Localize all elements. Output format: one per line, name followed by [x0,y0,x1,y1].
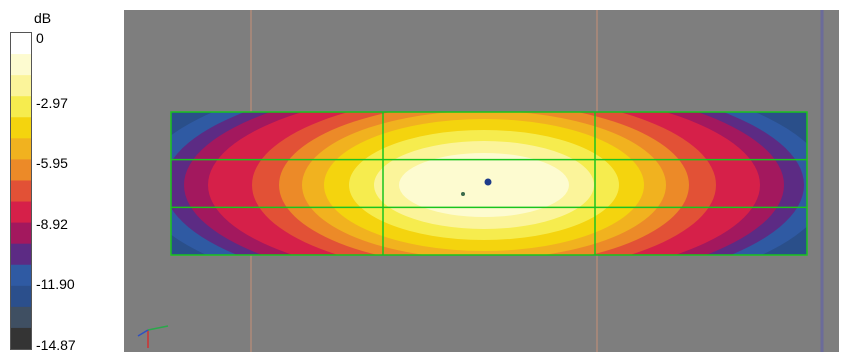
colorbar-tick-2: -5.95 [36,155,68,171]
colorbar-tick-1: -2.97 [36,95,68,111]
colorbar-scale [10,32,32,350]
colorbar-tick-0: 0 [36,30,44,46]
colorbar-tick-5: -14.87 [36,337,76,353]
contour-field [171,112,807,255]
colorbar-swatch [11,33,31,55]
colorbar-swatch [11,264,31,287]
colorbar-unit-label: dB [34,10,52,26]
contour-band [399,153,569,217]
contour-bands [171,112,807,255]
colorbar-legend: dB 0 -2.97 -5.95 -8.92 -11.90 -14.87 [0,0,112,356]
colorbar-swatch [11,180,31,203]
colorbar-swatch [11,138,31,160]
colorbar-swatches [11,33,31,349]
colorbar-swatch [11,285,31,308]
colorbar-swatch [11,159,31,182]
colorbar-swatch [11,243,31,266]
colorbar-swatch [11,306,31,329]
colorbar-swatch [11,222,31,245]
colorbar-swatch [11,327,31,349]
source-marker [484,178,492,186]
colorbar-swatch [11,117,31,139]
colorbar-swatch [11,75,31,97]
axis-triad-icon [137,325,169,348]
colorbar-tick-3: -8.92 [36,216,68,232]
measurement-point-marker [461,192,465,196]
colorbar-swatch [11,96,31,118]
colorbar-swatch [11,54,31,76]
colorbar-swatch [11,201,31,224]
grid-outline [170,111,808,256]
measurement-grid [170,111,808,256]
contour-plot-panel [124,10,839,352]
colorbar-tick-4: -11.90 [36,276,75,292]
contour-plot [137,10,824,352]
